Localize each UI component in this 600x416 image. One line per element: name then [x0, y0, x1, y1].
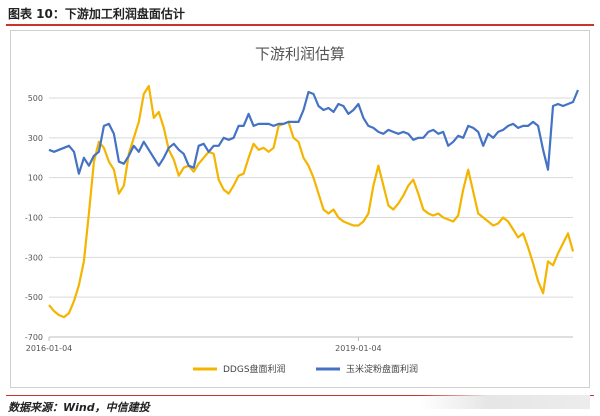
series-line-ddgs	[48, 84, 575, 319]
y-tick-label: -700	[25, 333, 43, 342]
source-bar: 数据来源：Wind，中信建投	[6, 395, 594, 414]
y-tick-label: -300	[25, 253, 43, 262]
figure-header: 图表 10：下游加工利润盘面估计	[6, 2, 594, 26]
profit-line-chart: 下游利润估算 500 300 100 -100 -300 -500 -700 2016-01…	[25, 45, 580, 375]
y-tick-label: -500	[25, 293, 43, 302]
grid-lines	[49, 97, 573, 338]
chart-title: 下游利润估算	[255, 45, 345, 63]
y-axis: 500 300 100 -100 -300 -500 -700	[25, 94, 43, 342]
x-axis: 2016-01-04 2019-01-04	[26, 336, 573, 353]
chart-legend: DDGS盘面利润 玉米淀粉盘面利润	[193, 363, 418, 375]
series-lines	[48, 84, 580, 319]
y-tick-label: 500	[28, 94, 43, 103]
x-tick-label: 2016-01-04	[26, 344, 73, 353]
legend-label: 玉米淀粉盘面利润	[346, 363, 418, 375]
figure-caption: 图表 10：下游加工利润盘面估计	[8, 7, 185, 21]
x-tick-label: 2019-01-04	[335, 344, 382, 353]
legend-label: DDGS盘面利润	[223, 363, 286, 375]
source-note: 数据来源：Wind，中信建投	[8, 401, 150, 414]
y-tick-label: 100	[28, 174, 43, 183]
chart-container: 下游利润估算 500 300 100 -100 -300 -500 -700 2016-01…	[10, 30, 590, 388]
series-line-corn-starch	[48, 89, 580, 175]
y-tick-label: 300	[28, 134, 43, 143]
y-tick-label: -100	[25, 214, 43, 223]
watermark-blur	[420, 395, 590, 409]
